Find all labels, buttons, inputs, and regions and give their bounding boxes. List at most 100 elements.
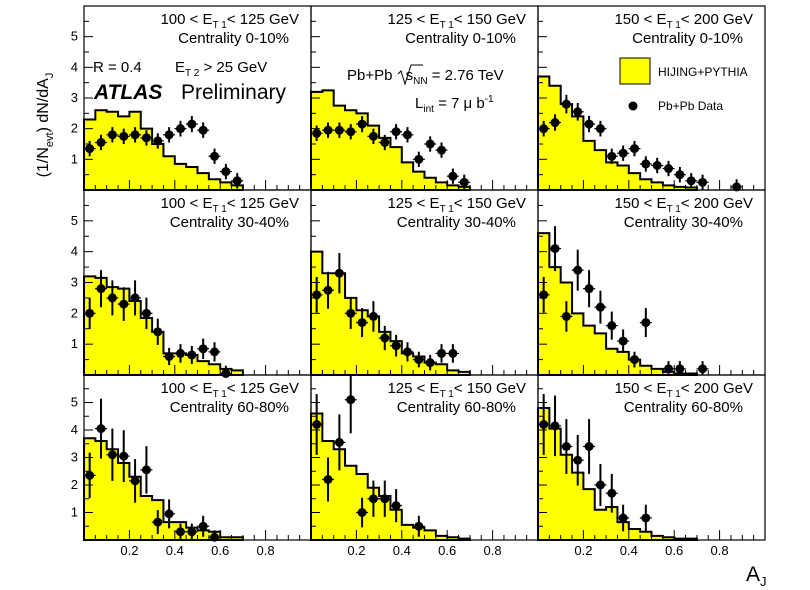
y-tick-label: 5 (71, 395, 78, 410)
x-tick-label: 0.4 (166, 543, 184, 558)
data-point (732, 182, 742, 192)
data-point (561, 99, 571, 109)
data-point (323, 475, 333, 484)
data-point (368, 494, 378, 504)
panel-centrality: Centrality 0-10% (405, 30, 516, 47)
data-point (232, 176, 242, 186)
data-point (698, 177, 708, 187)
et-range-pre: 150 < E (614, 195, 666, 212)
x-tick-label: 0.4 (393, 543, 411, 558)
mc-histogram (310, 412, 471, 541)
data-point (210, 151, 220, 161)
data-point (85, 470, 95, 480)
et-range-post: < 125 GeV (227, 195, 299, 212)
et-range-pre: 125 < E (387, 11, 439, 28)
x-tick-label: 0.4 (620, 543, 638, 558)
data-point (119, 451, 129, 461)
data-point (107, 450, 117, 460)
data-point (573, 455, 583, 465)
sqrt-symbol (397, 64, 423, 86)
y-tick-label: 2 (71, 121, 78, 136)
et2-cut-sub: T 2 (185, 68, 200, 79)
data-point (664, 364, 674, 374)
data-point (573, 107, 583, 117)
et-range-post: < 150 GeV (454, 195, 526, 212)
system-sqrt-s: s (406, 67, 414, 84)
data-point (357, 318, 367, 328)
y-axis-title-sub2: J (44, 73, 56, 79)
data-point (584, 442, 594, 451)
panel-et-range: 125 < ET 1< 150 GeV (387, 380, 526, 400)
data-point (595, 124, 605, 134)
luminosity-label: Lint = 7 μ b-1 (415, 94, 494, 115)
lumi-rest: = 7 μ b (434, 95, 485, 112)
system-rest: = 2.76 TeV (428, 67, 504, 84)
data-point (561, 311, 571, 321)
y-tick-label: 1 (71, 505, 78, 520)
data-point (85, 144, 95, 154)
panel-centrality: Centrality 60-80% (397, 399, 516, 416)
y-tick-label: 5 (71, 213, 78, 228)
data-point (448, 348, 458, 358)
et-range-pre: 100 < E (160, 11, 212, 28)
data-point (130, 476, 140, 486)
et-range-sub: T 1 (440, 389, 455, 400)
y-tick-label: 3 (71, 90, 78, 105)
data-point (368, 311, 378, 321)
data-point (629, 144, 639, 154)
data-point (119, 299, 129, 309)
data-point (618, 148, 628, 158)
data-point (675, 364, 685, 374)
data-point (550, 421, 560, 431)
data-point (198, 521, 208, 531)
system-main: Pb+Pb (347, 67, 397, 84)
data-point (391, 501, 401, 511)
y-tick-label: 4 (71, 59, 78, 74)
y-axis-title: (1/Nevt) dN/dAJ (35, 73, 56, 178)
et2-cut-label: ET 2 > 25 GeV (175, 59, 267, 79)
data-point (607, 488, 617, 498)
legend-mc-swatch (619, 57, 651, 85)
data-point (198, 344, 208, 354)
y-tick-label: 4 (71, 244, 78, 259)
data-point (595, 302, 605, 312)
data-point (652, 160, 662, 170)
data-point (141, 465, 151, 475)
data-point (539, 420, 549, 429)
y-axis-title-sub: evt (44, 132, 56, 147)
panel-et-range: 100 < ET 1< 125 GeV (160, 380, 299, 400)
et-range-post: < 150 GeV (454, 11, 526, 28)
x-tick-label: 0.6 (211, 543, 229, 558)
et-range-sub: T 1 (440, 20, 455, 31)
panel-centrality: Centrality 60-80% (624, 399, 743, 416)
et-range-sub: T 1 (213, 20, 228, 31)
data-point (334, 437, 344, 447)
y-tick-label: 2 (71, 477, 78, 492)
et-range-pre: 125 < E (387, 195, 439, 212)
et-range-pre: 100 < E (160, 380, 212, 397)
x-tick-label: 0.2 (347, 543, 365, 558)
data-point (698, 364, 708, 374)
data-point (323, 285, 333, 295)
data-point (641, 159, 651, 169)
data-point (96, 137, 106, 147)
data-point (414, 355, 424, 365)
data-point (164, 352, 174, 361)
data-point (346, 395, 356, 405)
data-point (198, 125, 208, 135)
data-point (175, 527, 185, 537)
legend-data-marker (628, 101, 638, 111)
data-point (459, 177, 469, 187)
data-point (414, 154, 424, 164)
panel-et-range: 150 < ET 1< 200 GeV (614, 380, 753, 400)
data-point (584, 119, 594, 129)
x-tick-label: 0.8 (257, 543, 275, 558)
data-point (550, 244, 560, 254)
data-point (629, 355, 639, 365)
data-point (164, 130, 174, 140)
y-tick-label: 1 (71, 336, 78, 351)
